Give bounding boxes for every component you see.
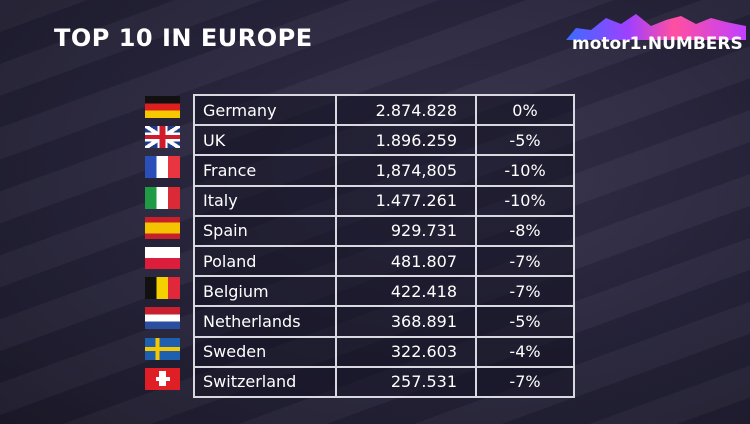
country-cell: Poland <box>193 244 337 278</box>
france-flag-icon <box>145 156 180 179</box>
page-title: TOP 10 IN EUROPE <box>54 24 313 52</box>
spain-flag-icon <box>145 216 180 239</box>
italy-flag-icon <box>145 186 180 209</box>
change-cell: 0% <box>475 93 575 127</box>
table-row: UK 1.896.259 -5% <box>193 124 575 157</box>
value-cell: 2.874.828 <box>335 93 477 127</box>
change-cell: -8% <box>475 214 575 247</box>
table-row: Switzerland 257.531 -7% <box>193 365 575 398</box>
table-row: Germany 2.874.828 0% <box>193 93 575 127</box>
change-cell: -7% <box>475 244 575 278</box>
table-row: Sweden 322.603 -4% <box>193 335 575 368</box>
value-cell: 1.896.259 <box>335 124 477 157</box>
value-cell: 422.418 <box>335 275 477 308</box>
table-row: Spain 929.731 -8% <box>193 214 575 247</box>
country-cell: Germany <box>193 93 337 127</box>
sweden-flag-icon <box>145 337 180 360</box>
value-cell: 322.603 <box>335 335 477 368</box>
country-cell: France <box>193 154 337 187</box>
value-cell: 929.731 <box>335 214 477 247</box>
table-row: France 1,874,805 -10% <box>193 154 575 187</box>
table-row: Poland 481.807 -7% <box>193 244 575 278</box>
ranking-table: Germany 2.874.828 0% UK 1.896.259 -5% France 1,… <box>193 93 575 398</box>
netherlands-flag-icon <box>145 307 180 330</box>
value-cell: 1.477.261 <box>335 184 477 217</box>
table-row: Italy 1.477.261 -10% <box>193 184 575 217</box>
change-cell: -10% <box>475 184 575 217</box>
change-cell: -7% <box>475 365 575 398</box>
country-cell: Sweden <box>193 335 337 368</box>
poland-flag-icon <box>145 246 180 269</box>
country-cell: Netherlands <box>193 305 337 338</box>
value-cell: 1,874,805 <box>335 154 477 187</box>
change-cell: -5% <box>475 124 575 157</box>
value-cell: 257.531 <box>335 365 477 398</box>
flag-column <box>145 96 180 398</box>
table-row: Belgium 422.418 -7% <box>193 275 575 308</box>
uk-flag-icon <box>145 126 180 149</box>
germany-flag-icon <box>145 96 180 118</box>
change-cell: -7% <box>475 275 575 308</box>
country-cell: Italy <box>193 184 337 217</box>
motor1-numbers-logo: motor1.NUMBERS <box>566 10 746 60</box>
country-cell: UK <box>193 124 337 157</box>
change-cell: -5% <box>475 305 575 338</box>
value-cell: 481.807 <box>335 244 477 278</box>
country-cell: Spain <box>193 214 337 247</box>
belgium-flag-icon <box>145 277 180 300</box>
country-cell: Belgium <box>193 275 337 308</box>
change-cell: -4% <box>475 335 575 368</box>
value-cell: 368.891 <box>335 305 477 338</box>
change-cell: -10% <box>475 154 575 187</box>
table-row: Netherlands 368.891 -5% <box>193 305 575 338</box>
switzerland-flag-icon <box>145 367 180 390</box>
country-cell: Switzerland <box>193 365 337 398</box>
